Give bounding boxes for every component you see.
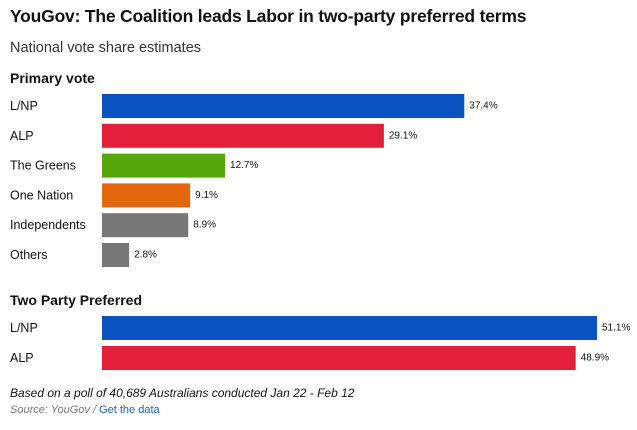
primary-vote-value-label-alp: 29.1%: [389, 130, 417, 141]
primary-vote-category-label-l-np: L/NP: [10, 99, 38, 113]
two-party-preferred-heading: Two Party Preferred: [10, 292, 143, 308]
two-party-preferred-value-label-alp: 48.9%: [581, 353, 609, 364]
two-party-preferred-bar-l-np: [102, 316, 597, 340]
primary-vote-category-label-independents: Independents: [10, 218, 86, 232]
primary-vote-category-label-alp: ALP: [10, 129, 34, 143]
primary-vote-value-label-others: 2.8%: [134, 250, 157, 261]
primary-vote-value-label-independents: 8.9%: [193, 220, 216, 231]
primary-vote-bar-independents: [102, 213, 189, 238]
two-party-preferred-bar-alp: [102, 346, 576, 370]
two-party-preferred-category-label-alp: ALP: [10, 351, 34, 365]
primary-vote-category-label-others: Others: [10, 248, 48, 262]
source-line: Source: YouGov / Get the data: [10, 404, 160, 416]
primary-vote-bar-one-nation: [102, 183, 191, 208]
footnote: Based on a poll of 40,689 Australians co…: [10, 386, 355, 400]
chart-title: YouGov: The Coalition leads Labor in two…: [10, 6, 527, 26]
source-separator: /: [89, 404, 100, 416]
primary-vote-category-label-the-greens: The Greens: [10, 159, 76, 173]
primary-vote-heading: Primary vote: [10, 70, 95, 86]
primary-vote-bar-others: [102, 243, 130, 267]
source-text: Source: YouGov: [10, 404, 90, 416]
primary-vote-value-label-one-nation: 9.1%: [195, 190, 218, 201]
chart-subtitle: National vote share estimates: [10, 40, 202, 56]
primary-vote-value-label-the-greens: 12.7%: [230, 160, 258, 171]
primary-vote-value-label-l-np: 37.4%: [469, 101, 497, 112]
primary-vote-bar-l-np: [102, 94, 465, 118]
primary-vote-bar-alp: [102, 123, 384, 148]
two-party-preferred-category-label-l-np: L/NP: [10, 321, 38, 335]
two-party-preferred-value-label-l-np: 51.1%: [602, 323, 630, 334]
primary-vote-category-label-one-nation: One Nation: [10, 188, 73, 202]
primary-vote-bar-the-greens: [102, 153, 226, 178]
get-the-data-link[interactable]: Get the data: [99, 404, 160, 416]
